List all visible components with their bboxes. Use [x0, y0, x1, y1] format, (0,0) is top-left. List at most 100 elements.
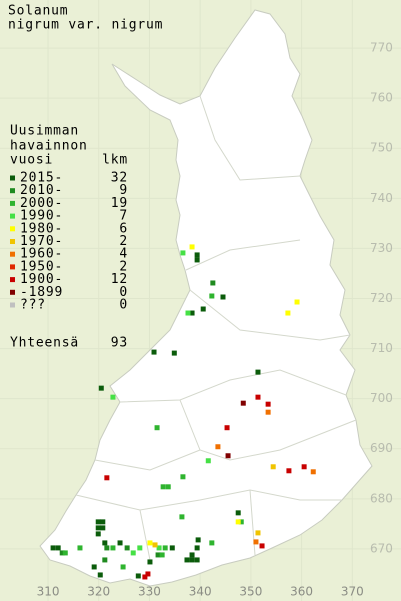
observation: [102, 540, 108, 546]
y-tick-label: 710: [370, 341, 393, 355]
y-tick-label: 760: [370, 91, 393, 105]
observation: [110, 545, 116, 551]
legend-count: 0: [119, 298, 128, 313]
y-tick-label: 720: [370, 291, 393, 305]
legend-count: 19: [111, 196, 128, 211]
observation: [265, 409, 271, 415]
observation: [59, 550, 65, 556]
observation: [137, 545, 143, 551]
observation: [220, 294, 226, 300]
y-tick-label: 690: [370, 441, 393, 455]
observation: [160, 484, 166, 490]
observation: [301, 464, 307, 470]
observation: [95, 525, 101, 531]
x-tick-label: 370: [341, 585, 364, 599]
observation: [91, 564, 97, 570]
observation: [155, 552, 161, 558]
legend-count: 9: [119, 183, 128, 198]
legend-label: 2015-: [20, 171, 63, 186]
y-tick-label: 700: [370, 391, 393, 405]
x-tick-label: 340: [189, 585, 212, 599]
observation: [255, 530, 261, 536]
observation: [95, 531, 101, 537]
legend-label: 1950-: [20, 259, 63, 274]
legend-label: 2000-: [20, 196, 63, 211]
legend-count: 0: [119, 285, 128, 300]
observation: [210, 280, 216, 286]
observation: [124, 545, 130, 551]
observation: [165, 484, 171, 490]
legend-label: -1899: [20, 285, 63, 300]
observation: [162, 545, 168, 551]
observation: [156, 545, 162, 551]
legend-swatch: [10, 264, 15, 270]
title-line: nigrum var. nigrum: [8, 18, 163, 33]
observation: [189, 557, 195, 563]
legend-label: 1960-: [20, 247, 63, 262]
observation: [95, 519, 101, 525]
observation: [152, 542, 158, 548]
observation: [189, 552, 195, 558]
legend-swatch: [10, 251, 15, 257]
observation: [205, 458, 211, 464]
y-tick-label: 750: [370, 141, 393, 155]
legend-count: 2: [119, 234, 128, 249]
legend-swatch: [10, 188, 15, 194]
observation: [240, 400, 246, 406]
observation: [270, 464, 276, 470]
observation: [117, 540, 123, 546]
legend-count: 4: [119, 247, 128, 262]
legend-count: 2: [119, 259, 128, 274]
observation: [179, 514, 185, 520]
legend-swatch: [10, 226, 15, 232]
x-tick-label: 330: [138, 585, 161, 599]
observation: [255, 394, 261, 400]
observation: [235, 510, 241, 516]
legend-swatch: [10, 200, 15, 206]
observation: [180, 474, 186, 480]
observation: [259, 543, 265, 549]
observation: [147, 559, 153, 565]
observation: [285, 310, 291, 316]
legend-count: 6: [119, 221, 128, 236]
legend-label: 2010-: [20, 183, 63, 198]
legend-swatch: [10, 239, 15, 244]
observation: [104, 475, 110, 481]
legend-label: 1990-: [20, 209, 63, 224]
total-count: 93: [111, 336, 128, 351]
observation: [286, 468, 292, 474]
y-tick-label: 730: [370, 241, 393, 255]
observation: [253, 539, 259, 545]
observation: [147, 540, 153, 546]
observation: [135, 573, 141, 579]
observation: [209, 293, 215, 299]
observation: [100, 519, 106, 525]
legend-count: 12: [111, 272, 128, 287]
legend-swatch: [10, 289, 15, 295]
observation: [102, 557, 108, 563]
observation: [238, 519, 244, 525]
y-tick-label: 680: [370, 491, 393, 505]
observation: [209, 540, 215, 546]
observation: [195, 537, 201, 543]
legend-count: 32: [111, 171, 128, 186]
observation: [265, 401, 271, 407]
observation: [215, 444, 221, 450]
observation: [185, 310, 191, 316]
observation: [194, 257, 200, 263]
observation: [189, 244, 195, 250]
legend-label: ???: [20, 298, 46, 313]
observation: [224, 425, 230, 431]
observation: [225, 453, 231, 459]
x-tick-label: 320: [87, 585, 110, 599]
observation: [142, 574, 148, 580]
observation: [255, 369, 261, 375]
legend-label: 1970-: [20, 234, 63, 249]
observation: [235, 519, 241, 525]
observation: [189, 310, 195, 316]
observation: [98, 385, 104, 391]
y-tick-label: 670: [370, 541, 393, 555]
observation: [145, 571, 151, 577]
legend-swatch: [10, 277, 15, 283]
